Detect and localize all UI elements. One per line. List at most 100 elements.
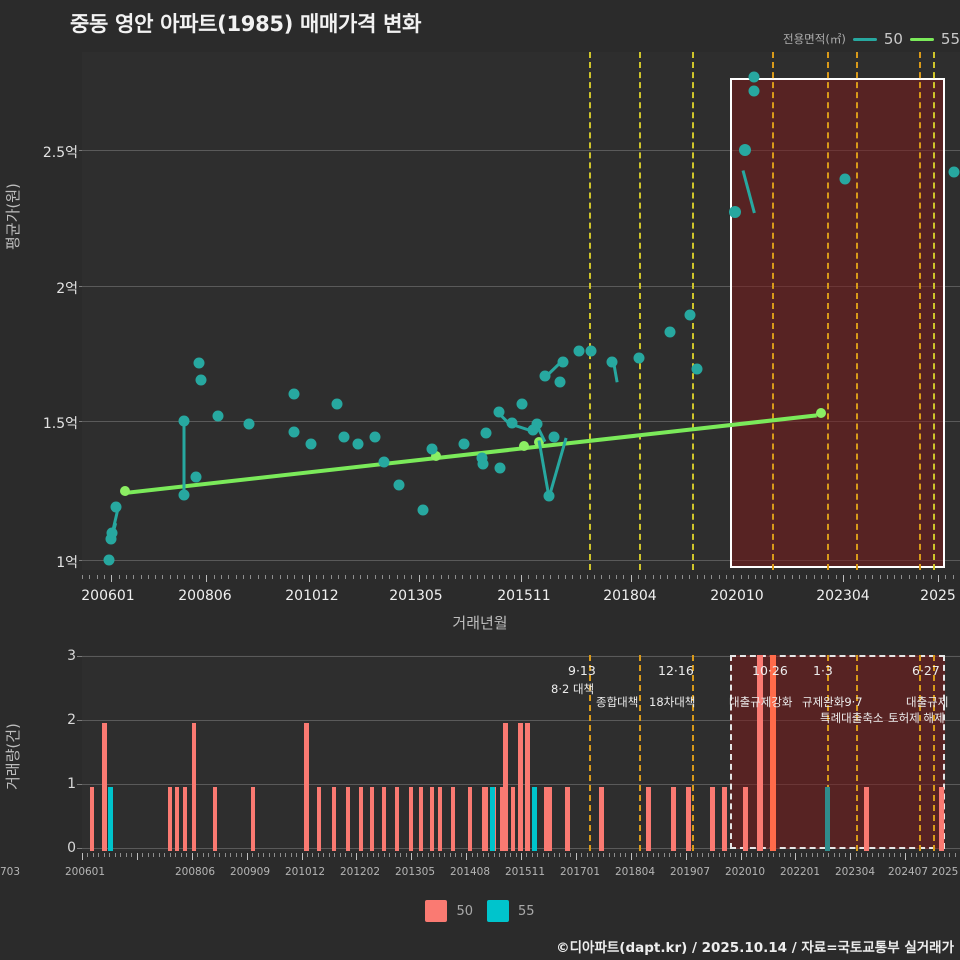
series-50-point: [288, 426, 300, 438]
annotation-num-10-26: 10·26: [752, 663, 788, 678]
series-55-point: [816, 408, 826, 418]
volume-bar-50: [102, 723, 107, 851]
price-xtick-201511: 201511: [497, 588, 551, 604]
volume-xtick-201305: 201305: [394, 866, 436, 878]
volume-bar-50: [346, 787, 350, 851]
volume-xtick-201511: 201511: [504, 866, 546, 878]
annotation-text-12-16: 18차대책: [649, 695, 696, 709]
volume-highlight-region: [730, 655, 945, 849]
series-50-point: [378, 456, 390, 468]
series-50-point: [426, 443, 438, 455]
volume-bar-50: [864, 787, 869, 851]
volume-bar-50: [251, 787, 255, 851]
volume-bar-50: [332, 787, 336, 851]
volume-policy-line-9-13: [639, 655, 641, 851]
series-50-point: [557, 356, 569, 368]
volume-bar-55: [532, 787, 537, 851]
price-ytick-2.5: 2.5억: [8, 142, 86, 162]
annotation-text-6-27: 대출규제: [906, 695, 949, 709]
price-xtick-200806: 200806: [178, 588, 232, 604]
policy-line-9-7: [856, 52, 858, 570]
series-50-point: [527, 424, 539, 436]
legend-top: 전용면적(㎡) 50 55: [783, 30, 960, 48]
gridline-2: [82, 286, 960, 287]
series-50-point: [573, 345, 585, 357]
volume-xtick-200909: 200909: [229, 866, 271, 878]
volume-bar-50: [359, 787, 363, 851]
annotation-num-9-13: 9·13: [568, 663, 596, 678]
legend-swatch-50: [852, 37, 877, 41]
volume-bar-50: [686, 787, 691, 851]
volume-xtick-200703: 200703: [0, 866, 21, 878]
series-50-point: [417, 504, 429, 516]
legend-bottom-item-55: 55: [487, 900, 535, 922]
price-xtick-2025: 2025: [920, 588, 956, 604]
legend-bottom-label-55: 55: [518, 903, 535, 919]
series-50-point: [352, 438, 364, 450]
series-50-point: [476, 452, 488, 464]
series-50-point: [477, 458, 489, 470]
volume-bar-50: [500, 787, 504, 851]
footer-credit: ©디아파트(dapt.kr) / 2025.10.14 / 자료=국토교통부 실…: [556, 940, 954, 956]
series-50-point: [748, 85, 760, 97]
volume-bar-50: [710, 787, 715, 851]
volume-bar-50: [722, 787, 727, 851]
series-50-point: [393, 479, 405, 491]
volume-policy-line-9-7: [856, 655, 858, 851]
volume-bar-50: [743, 787, 748, 851]
series-50-point: [506, 417, 518, 429]
volume-bar-50: [599, 787, 604, 851]
volume-xtick-200806: 200806: [174, 866, 216, 878]
series-50-point: [305, 438, 317, 450]
volume-bar-50: [192, 723, 196, 851]
volume-bar-50: [168, 787, 172, 851]
policy-line-6-27: [919, 52, 921, 570]
page-title: 중동 영안 아파트(1985) 매매가격 변화: [70, 12, 422, 36]
series-50-point: [243, 418, 255, 430]
volume-gridline-3: [82, 656, 960, 657]
volume-policy-line-12-16: [692, 655, 694, 851]
series-50-point: [212, 410, 224, 422]
price-chart-y-axis-title: 평균가(원): [4, 183, 22, 250]
volume-xtick-201907: 201907: [669, 866, 711, 878]
price-chart-x-axis-title: 거래년월: [452, 614, 508, 632]
volume-xtick-201202: 201202: [339, 866, 381, 878]
series-50-point: [369, 431, 381, 443]
series-55-line: [124, 413, 817, 495]
series-50-point: [480, 427, 492, 439]
series-50-point: [331, 398, 343, 410]
legend-top-item-55: 55: [940, 30, 960, 48]
legend-bottom-swatch-50: [425, 900, 448, 922]
series-55-point: [431, 451, 441, 461]
series-50-point: [554, 376, 566, 388]
volume-bar-50: [213, 787, 217, 851]
annotation-text-9-13: 종합대책: [596, 695, 639, 709]
volume-bar-50: [370, 787, 374, 851]
series-50-point: [493, 406, 505, 418]
volume-bar-50: [525, 723, 530, 851]
gridline-1.5: [82, 421, 960, 422]
price-chart-plot-area: [82, 52, 960, 570]
series-50-point: [585, 345, 597, 357]
annotation-text-1-3: 규제완화9·7: [802, 695, 863, 709]
legend-top-label: 전용면적(㎡): [783, 32, 846, 46]
series-50-point: [948, 166, 960, 178]
volume-bar-50: [646, 787, 651, 851]
series-50-point: [178, 489, 190, 501]
price-xtick-201012: 201012: [285, 588, 339, 604]
price-xtick-200601: 200601: [81, 588, 135, 604]
policy-line-toheo: [933, 52, 935, 570]
volume-bar-50: [395, 787, 399, 851]
series-50-point: [748, 71, 760, 83]
policy-line-10-26: [772, 52, 774, 570]
volume-bar-50: [565, 787, 570, 851]
volume-bar-50: [304, 723, 309, 851]
series-50-point: [664, 326, 676, 338]
annotation-text-9-7: 특례대출축소: [820, 711, 884, 725]
volume-xtick-201804: 201804: [614, 866, 656, 878]
volume-xtick-201408: 201408: [449, 866, 491, 878]
series-50-point: [729, 206, 741, 218]
volume-bar-50: [503, 723, 508, 851]
legend-top-item-50: 50: [883, 30, 903, 48]
volume-ytick-2: 2: [8, 712, 84, 728]
